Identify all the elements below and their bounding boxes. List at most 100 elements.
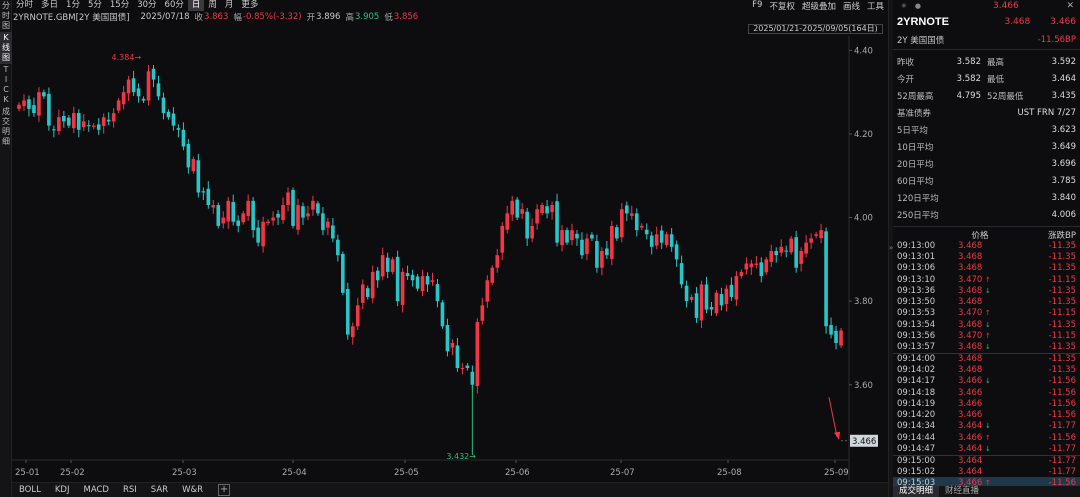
period-tab-5[interactable]: 30分 [137, 0, 157, 10]
panel-topbar: ✳ ● 3.466 ✕ [893, 0, 1080, 11]
close-label: 收 [194, 12, 204, 23]
candle-body [520, 209, 524, 214]
indicator-tabs: BOLL KDJ MACD RSI SAR W&R + [12, 482, 888, 497]
candle-body [699, 284, 704, 321]
indicator-tab-boll[interactable]: BOLL [19, 485, 41, 495]
open-value: 3.896 [316, 11, 341, 22]
tick-price: 3.468 [958, 354, 983, 365]
candle-body [819, 230, 823, 239]
tick-row: 09:14:02 3.468 -11.35 [893, 364, 1080, 375]
stat-label: 52周最低 [987, 91, 1024, 102]
candle-body [400, 271, 405, 305]
candlestick-chart[interactable]: 4.40 4.20 4.00 3.80 3.60 25-01 25-02 25-03 25-04… [12, 36, 888, 482]
y-tick-label: 4.40 [854, 46, 873, 56]
indicator-tab-wr[interactable]: W&R [182, 485, 204, 495]
period-tab-9[interactable]: 月 [224, 0, 234, 10]
close-icon[interactable]: ✕ [1066, 0, 1074, 11]
indicator-tab-rsi[interactable]: RSI [122, 485, 137, 495]
date-range-selector[interactable]: 2025/01/21-2025/09/05(164日) [748, 24, 883, 34]
ask-price: 3.466 [1050, 16, 1076, 27]
candle-body [156, 83, 161, 97]
candle-body [445, 324, 450, 352]
x-tick-label: 25-05 [394, 468, 419, 478]
period-tab-2[interactable]: 1分 [66, 0, 80, 10]
average-value: 3.785 [1051, 175, 1076, 186]
tool-button-4[interactable]: 工具 [866, 1, 884, 12]
period-tab-4[interactable]: 15分 [109, 0, 130, 10]
tick-price: 3.464 [958, 466, 983, 477]
tick-change: -11.15 [1048, 274, 1076, 285]
tick-price: 3.468 ↓ [958, 342, 991, 353]
open-label: 开 [306, 12, 316, 23]
candle-body [794, 237, 798, 268]
period-tab-0[interactable]: 分时 [16, 0, 34, 10]
panel-tab-0[interactable]: 成交明细 [893, 486, 940, 497]
moving-averages: 5日平均 3.623 10日平均 3.649 20日平均 3.696 60日平均 3.785 1… [893, 121, 1080, 223]
candle-body [166, 111, 171, 118]
candle-body [116, 100, 121, 111]
tick-row: 09:15:03 3.466 ↑ -11.56 [893, 477, 1080, 489]
period-tab-8[interactable]: 周 [208, 0, 217, 10]
candle-body [714, 292, 719, 314]
indicator-tab-macd[interactable]: MACD [83, 485, 109, 495]
panel-splitter[interactable]: » [888, 0, 893, 497]
indicator-tab-kdj[interactable]: KDJ [54, 485, 70, 495]
collapse-arrow-icon[interactable]: » [889, 244, 894, 252]
candle-body [231, 202, 236, 222]
candle-body [251, 200, 255, 231]
indicator-tab-sar[interactable]: SAR [150, 485, 169, 495]
tool-button-2[interactable]: 超级叠加 [801, 1, 836, 12]
candle-body [824, 231, 828, 327]
period-tab-7[interactable]: 日 [187, 0, 205, 11]
tick-price: 3.468 ↓ [958, 285, 991, 296]
candle-body [649, 235, 654, 247]
tick-list[interactable]: 09:13:00 3.468 -11.35 09:13:01 3.468 -11.35 09… [893, 240, 1080, 489]
tick-change: -11.15 [1048, 308, 1076, 319]
tool-button-1[interactable]: 不复权 [769, 1, 795, 12]
period-toolbar: 分时 多日 1分 5分 15分 30分 60分日周月更多 F9 不复权 超级叠加 画线 工具 [12, 0, 888, 12]
candle-body [316, 203, 320, 214]
candle-body [759, 262, 764, 277]
average-label: 10日平均 [897, 142, 934, 153]
divider [893, 226, 1080, 227]
tick-time: 09:15:03 [897, 477, 936, 488]
rail-tab-3[interactable]: 成交明细 [2, 107, 10, 146]
tick-time: 09:14:02 [897, 364, 936, 375]
candle-body [296, 205, 300, 230]
candle-body [146, 71, 151, 101]
candle-body [211, 205, 216, 208]
benchmark-value: UST FRN 7/27 [1017, 107, 1076, 118]
candle-body [415, 276, 420, 289]
dot-icon[interactable]: ● [914, 1, 921, 10]
panel-top-price: 3.466 [992, 0, 1019, 11]
stat-value: 4.795 [956, 90, 981, 101]
candle-body [241, 213, 245, 223]
tick-row: 09:13:36 3.468 ↓ -11.35 [893, 285, 1080, 296]
average-value: 4.006 [1051, 209, 1076, 220]
add-indicator-button[interactable]: + [218, 484, 231, 496]
candle-body [789, 238, 793, 253]
candle-body [286, 192, 290, 206]
rail-tab-0[interactable]: 分时图 [2, 1, 10, 30]
pin-icon[interactable]: ✳ [901, 1, 907, 10]
tick-change: -11.56 [1048, 398, 1076, 409]
period-tab-10[interactable]: 更多 [241, 0, 259, 10]
panel-tab-1[interactable]: 财经直播 [945, 486, 980, 496]
candle-body [674, 244, 679, 260]
tick-price: 3.464 ↓ [958, 443, 991, 454]
candle-body [375, 270, 380, 281]
tick-row: 09:14:18 3.466 -11.56 [893, 387, 1080, 398]
period-tab-1[interactable]: 多日 [41, 0, 59, 10]
period-tabs: 分时 多日 1分 5分 15分 30分 60分日周月更多 [12, 0, 262, 11]
tool-button-3[interactable]: 画线 [842, 1, 860, 12]
x-tick-label: 25-04 [282, 468, 307, 478]
tool-button-0[interactable]: F9 [752, 0, 763, 10]
period-tab-6[interactable]: 60分 [164, 0, 184, 10]
period-tab-3[interactable]: 5分 [87, 0, 102, 10]
candle-body [615, 227, 619, 239]
candle-body [610, 225, 614, 259]
tick-time: 09:14:19 [897, 398, 936, 409]
benchmark-label: 基准债券 [897, 108, 932, 119]
